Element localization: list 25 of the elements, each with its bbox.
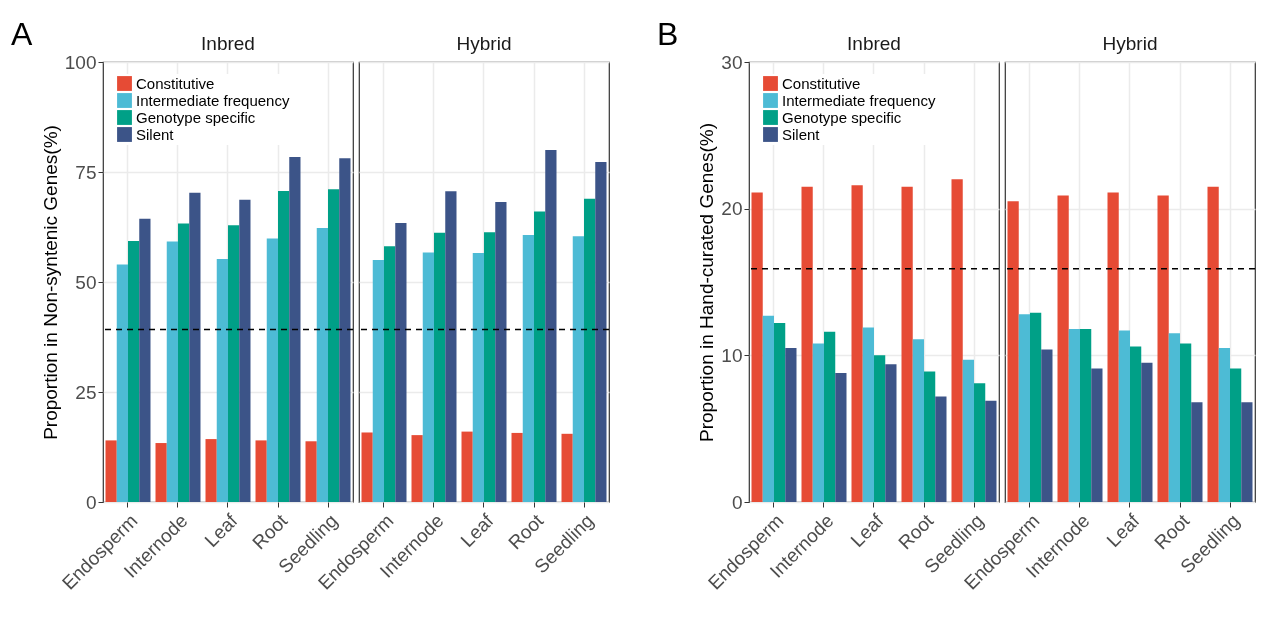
chart-title: Hybrid — [456, 33, 512, 54]
legend-label: Silent — [782, 125, 821, 143]
y-axis-title: Proportion in Non-syntenic Genes(%) — [39, 125, 61, 440]
y-axis-title: Proportion in Hand-curated Genes(%) — [696, 123, 718, 442]
y-tick-label: 0 — [731, 491, 743, 513]
y-tick-label: 50 — [75, 271, 97, 293]
chart-title: Inbred — [201, 33, 255, 54]
legend-label: Genotype specific — [782, 108, 902, 126]
legend-label: Intermediate frequency — [782, 91, 936, 109]
chart-title: Inbred — [847, 33, 901, 54]
legend-label: Constitutive — [136, 74, 215, 92]
text: A — [11, 16, 33, 52]
legend-label: Silent — [136, 125, 175, 143]
y-tick-label: 30 — [721, 51, 743, 73]
y-tick-label: 20 — [721, 198, 743, 220]
text: B — [657, 16, 679, 52]
y-tick-label: 100 — [64, 51, 97, 73]
y-tick-label: 75 — [75, 161, 97, 183]
legend-label: Intermediate frequency — [136, 91, 290, 109]
legend-label: Genotype specific — [136, 108, 256, 126]
chart-title: Hybrid — [1102, 33, 1158, 54]
y-tick-label: 0 — [85, 491, 97, 513]
legend-label: Constitutive — [782, 74, 861, 92]
y-tick-label: 25 — [75, 381, 97, 403]
y-tick-label: 10 — [721, 344, 743, 366]
